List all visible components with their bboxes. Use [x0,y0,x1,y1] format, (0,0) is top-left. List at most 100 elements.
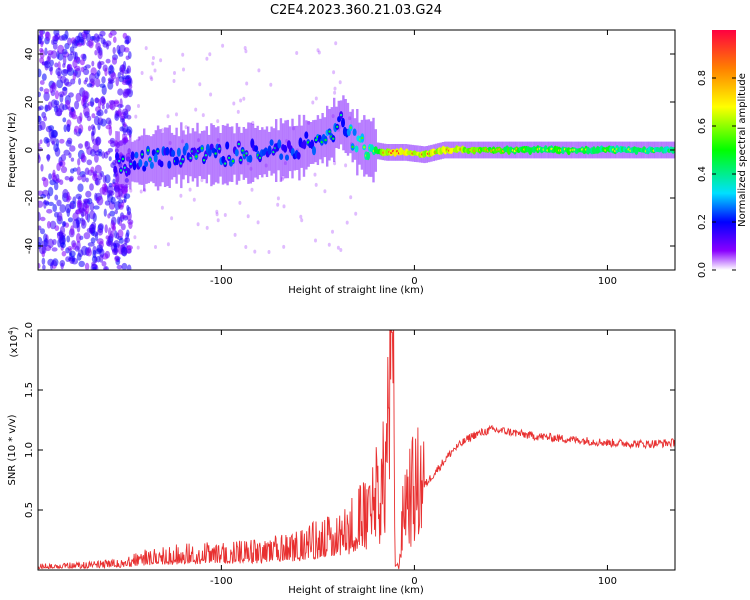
ridge-halo [184,134,188,176]
ridge-halo [295,125,299,170]
ridge-halo [298,114,301,181]
noise-blob [73,51,77,60]
noise-blob [77,158,81,166]
noise-blob [62,86,68,91]
noise-blob [338,80,342,85]
noise-blob [38,262,41,269]
noise-blob [85,177,89,183]
noise-blob [269,82,273,87]
noise-blob [42,177,49,188]
noise-blob [105,235,110,240]
noise-blob [215,212,219,217]
noise-blob [215,209,219,214]
noise-blob [108,32,113,38]
noise-blob [62,55,67,66]
noise-blob [48,125,55,131]
noise-blob [97,228,104,236]
ridge-blob [159,160,164,168]
noise-blob [105,58,111,64]
ridge-blob [267,145,272,155]
x-tick-label: -100 [210,576,233,587]
ridge-halo [249,122,252,184]
noise-blob [126,126,133,136]
ridge-halo [226,123,229,186]
noise-blob [118,44,126,53]
ridge-core [129,162,132,166]
noise-blob [81,245,88,256]
noise-blob [91,113,96,119]
noise-blob [246,214,250,219]
noise-blob [161,128,164,133]
noise-blob [113,246,118,256]
noise-blob [62,117,67,123]
snr-series-line [38,330,675,570]
noise-blob [95,111,102,116]
x-tick-label: 0 [411,276,417,287]
noise-blob [344,163,348,168]
noise-blob [295,51,299,55]
ridge-core [121,157,125,161]
ridge-halo [131,141,134,182]
noise-blob [242,96,246,101]
noise-blob [181,52,185,57]
noise-blob [39,86,44,92]
noise-blob [276,196,280,201]
noise-blob [101,183,108,191]
noise-blob [129,188,133,193]
noise-blob [83,106,90,117]
y-tick-label: -20 [24,190,35,206]
noise-blob [299,214,303,219]
noise-blob [126,131,130,136]
noise-blob [38,147,43,152]
spectrogram-x-axis-label: Height of straight line (km) [288,285,424,296]
ridge-core [241,149,244,152]
ridge-core [218,147,221,150]
noise-blob [282,244,286,249]
noise-blob [38,106,42,111]
ridge-core [349,126,352,129]
noise-blob [39,80,45,85]
noise-blob [54,182,59,191]
noise-blob [90,237,96,244]
ridge-halo [198,133,201,177]
ridge-halo [163,127,167,187]
colorbar-label: Normalized spectral amplitude [737,73,748,227]
noise-blob [245,81,249,86]
noise-blob [118,204,124,210]
snr-x-axis-label: Height of straight line (km) [288,585,424,596]
ridge-blob [175,156,179,166]
ridge-core [195,155,198,158]
ridge-halo [358,122,361,165]
noise-blob [38,154,41,164]
noise-blob [70,168,75,174]
noise-blob [64,176,70,181]
ridge-halo [344,99,347,153]
ridge-halo [115,131,118,198]
noise-blob [79,112,83,122]
ridge-core [237,142,240,146]
noise-blob [103,151,109,159]
noise-blob [75,92,82,102]
noise-blob [62,69,69,74]
noise-blob [336,245,340,250]
noise-blob [314,182,318,187]
noise-blob [128,221,133,229]
ridge-core [258,156,262,160]
noise-blob [149,75,153,80]
ridge-halo [161,132,164,183]
noise-blob [78,143,83,149]
noise-blob [121,118,126,126]
noise-blob [134,114,138,119]
y-tick-label: 1.5 [24,382,35,398]
noise-blob [253,249,257,254]
y-tick-label: 40 [24,48,35,61]
noise-blob [41,61,46,66]
y-tick-label: 1.0 [24,442,35,458]
noise-blob [67,37,72,46]
ridge-core [231,160,235,163]
noise-blob [94,178,101,186]
noise-blob [125,80,132,86]
noise-blob [92,266,97,270]
noise-blob [94,150,102,156]
x-tick-label: 100 [598,276,617,287]
